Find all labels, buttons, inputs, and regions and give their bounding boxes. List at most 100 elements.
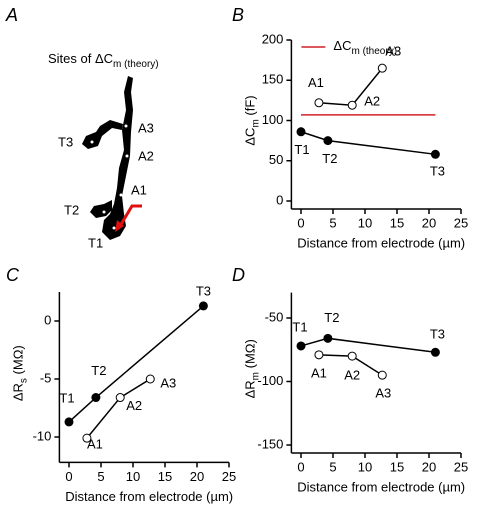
point-label: A3 bbox=[375, 386, 391, 401]
point-label: T1 bbox=[292, 319, 307, 334]
point-label: A3 bbox=[160, 375, 176, 390]
y-axis-label: ΔRs (MΩ) bbox=[11, 345, 29, 401]
legend-label-sub: m (theory) bbox=[351, 46, 397, 57]
panel-label: A bbox=[5, 5, 18, 25]
point-label: A2 bbox=[344, 368, 360, 383]
site-label: A3 bbox=[138, 120, 154, 135]
y-tick-label: 150 bbox=[262, 72, 284, 87]
point-label: T2 bbox=[322, 151, 337, 166]
y-tick-label: -50 bbox=[265, 309, 284, 324]
x-tick-label: 0 bbox=[65, 469, 72, 484]
data-point bbox=[323, 333, 333, 343]
y-axis-label-sub: m bbox=[250, 119, 261, 127]
y-axis-label: ΔCm (fF) bbox=[243, 95, 261, 145]
y-axis-label: ΔRm (MΩ) bbox=[243, 339, 261, 398]
x-tick-label: 25 bbox=[454, 459, 468, 474]
data-point bbox=[296, 127, 306, 137]
y-tick-label: 0 bbox=[276, 192, 283, 207]
x-tick-label: 20 bbox=[190, 469, 204, 484]
point-label: A2 bbox=[126, 398, 142, 413]
y-tick-label: -100 bbox=[257, 373, 283, 388]
panel-label: B bbox=[232, 5, 244, 25]
y-axis-label-unit: (MΩ) bbox=[11, 345, 26, 378]
x-tick-label: 5 bbox=[97, 469, 104, 484]
data-point bbox=[430, 149, 440, 159]
point-label: A1 bbox=[308, 75, 324, 90]
data-point bbox=[82, 433, 92, 443]
y-axis-label-sub: m bbox=[250, 372, 261, 380]
data-point bbox=[314, 98, 324, 108]
x-tick-label: 0 bbox=[297, 215, 304, 230]
point-label: T2 bbox=[324, 310, 339, 325]
y-axis-label-sub: s bbox=[18, 378, 29, 383]
y-axis-label-main: ΔR bbox=[243, 380, 258, 398]
point-label: T1 bbox=[59, 390, 74, 405]
y-tick-label: 0 bbox=[44, 312, 51, 327]
x-axis-label: Distance from electrode (µm) bbox=[297, 235, 465, 250]
site-label: T1 bbox=[88, 235, 103, 250]
point-label: A3 bbox=[385, 44, 401, 59]
x-tick-label: 0 bbox=[297, 459, 304, 474]
neuron-image bbox=[82, 76, 142, 240]
y-tick-label: 100 bbox=[262, 112, 284, 127]
panel-label: D bbox=[232, 265, 245, 285]
x-tick-label: 20 bbox=[422, 215, 436, 230]
y-tick-label: -10 bbox=[33, 428, 52, 443]
point-label: A2 bbox=[364, 94, 380, 109]
point-label: A1 bbox=[311, 365, 327, 380]
legend-label: ΔCm (theory) bbox=[333, 38, 397, 56]
x-tick-label: 15 bbox=[158, 469, 172, 484]
y-axis-label-unit: (fF) bbox=[243, 95, 258, 119]
data-point bbox=[430, 347, 440, 357]
series-line bbox=[300, 337, 436, 354]
data-point bbox=[91, 393, 101, 403]
x-tick-label: 10 bbox=[358, 459, 372, 474]
site-label: A1 bbox=[131, 182, 147, 197]
point-label: T2 bbox=[91, 363, 106, 378]
image-title-main: Sites of ΔC bbox=[48, 51, 113, 66]
data-point bbox=[64, 417, 74, 427]
series-line bbox=[300, 131, 436, 156]
x-tick-label: 15 bbox=[390, 215, 404, 230]
x-axis-label: Distance from electrode (µm) bbox=[297, 479, 465, 494]
point-label: T3 bbox=[430, 327, 445, 342]
x-tick-label: 5 bbox=[329, 215, 336, 230]
x-axis-label: Distance from electrode (µm) bbox=[65, 489, 233, 504]
y-axis-label-main: ΔC bbox=[243, 128, 258, 146]
x-tick-label: 25 bbox=[222, 469, 236, 484]
x-tick-label: 25 bbox=[454, 215, 468, 230]
image-title-sub: m (theory) bbox=[113, 59, 159, 70]
point-label: T3 bbox=[196, 283, 211, 298]
data-point bbox=[347, 351, 357, 361]
y-tick-label: -5 bbox=[40, 370, 52, 385]
legend-label-main: ΔC bbox=[333, 38, 351, 53]
data-point bbox=[296, 341, 306, 351]
y-tick-label: 200 bbox=[262, 31, 284, 46]
image-title: Sites of ΔCm (theory) bbox=[48, 51, 159, 69]
y-tick-label: -150 bbox=[257, 436, 283, 451]
y-axis-label-main: ΔR bbox=[11, 383, 26, 401]
point-label: T3 bbox=[430, 164, 445, 179]
data-point bbox=[347, 100, 357, 110]
x-tick-label: 10 bbox=[126, 469, 140, 484]
data-point bbox=[323, 136, 333, 146]
y-tick-label: 50 bbox=[269, 152, 283, 167]
x-tick-label: 10 bbox=[358, 215, 372, 230]
data-point bbox=[314, 350, 324, 360]
site-label: T3 bbox=[58, 134, 73, 149]
point-label: T1 bbox=[294, 142, 309, 157]
data-point bbox=[377, 63, 387, 73]
data-point bbox=[145, 374, 155, 384]
x-tick-label: 15 bbox=[390, 459, 404, 474]
panel-label: C bbox=[6, 265, 20, 285]
point-label: A1 bbox=[87, 437, 103, 452]
y-axis-label-unit: (MΩ) bbox=[243, 339, 258, 372]
x-tick-label: 20 bbox=[422, 459, 436, 474]
site-label: T2 bbox=[64, 202, 79, 217]
x-tick-label: 5 bbox=[329, 459, 336, 474]
data-point bbox=[115, 393, 125, 403]
data-point bbox=[198, 301, 208, 311]
data-point bbox=[377, 370, 387, 380]
site-label: A2 bbox=[138, 148, 154, 163]
